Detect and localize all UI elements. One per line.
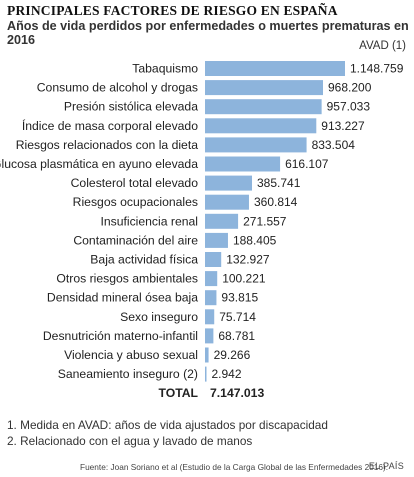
total-label: TOTAL	[159, 386, 199, 400]
source-text: Fuente: Joan Soriano et al (Estudio de l…	[80, 462, 389, 472]
chart-subtitle: Años de vida perdidos por enfermedades o…	[7, 19, 409, 47]
footnote-2: 2. Relacionado con el agua y lavado de m…	[7, 434, 253, 448]
category-label: Consumo de alcohol y drogas	[37, 81, 198, 95]
bar	[205, 137, 307, 153]
bar	[205, 80, 323, 96]
category-label: Índice de masa corporal elevado	[22, 118, 198, 133]
value-label: 913.227	[321, 119, 365, 133]
category-label: Densidad mineral ósea baja	[47, 291, 198, 305]
value-label: 68.781	[218, 329, 255, 343]
category-label: Glucosa plasmática en ayuno elevada	[0, 157, 198, 171]
value-label: 188.405	[233, 233, 277, 247]
category-label: Riesgos ocupacionales	[73, 195, 198, 209]
value-label: 2.942	[212, 367, 242, 381]
category-label: Sexo inseguro	[120, 310, 198, 324]
value-label: 75.714	[219, 310, 256, 324]
value-label: 29.266	[214, 348, 251, 362]
bar	[205, 99, 322, 115]
bar	[205, 213, 239, 229]
bar	[205, 61, 345, 76]
value-label: 616.107	[285, 157, 329, 171]
bar	[205, 290, 217, 306]
bar	[205, 271, 218, 287]
chart-title: PRINCIPALES FACTORES DE RIESGO EN ESPAÑA	[7, 3, 338, 18]
bar	[205, 194, 249, 210]
category-label: Saneamiento inseguro (2)	[58, 367, 198, 381]
bar	[205, 309, 215, 325]
unit-label: AVAD (1)	[359, 40, 406, 52]
category-label: Presión sistólica elevada	[64, 100, 198, 114]
bar	[205, 328, 214, 344]
value-label: 93.815	[221, 291, 258, 305]
value-label: 271.557	[243, 214, 287, 228]
category-label: Otros riesgos ambientales	[56, 272, 198, 286]
value-label: 957.033	[327, 100, 371, 114]
category-label: Insuficiencia renal	[100, 214, 198, 228]
category-label: Colesterol total elevado	[71, 176, 199, 190]
bar	[205, 366, 207, 382]
bar	[205, 118, 317, 134]
category-label: Desnutrición materno-infantil	[43, 329, 198, 343]
value-label: 968.200	[328, 81, 372, 95]
bar	[205, 347, 209, 363]
category-label: Contaminación del aire	[73, 233, 198, 247]
bar	[205, 175, 253, 191]
bar	[205, 232, 228, 248]
category-label: Tabaquismo	[132, 62, 198, 76]
value-label: 132.927	[226, 253, 270, 267]
value-label: 833.504	[312, 138, 356, 152]
footnotes: 1. Medida en AVAD: años de vida ajustado…	[7, 417, 328, 449]
value-label: 1.148.759	[350, 62, 404, 76]
bar	[205, 252, 222, 267]
value-label: 100.221	[222, 272, 266, 286]
value-label: 360.814	[254, 195, 298, 209]
total-value: 7.147.013	[210, 386, 264, 400]
value-label: 385.741	[257, 176, 301, 190]
brand-logo: EL PAÍS	[368, 461, 404, 471]
category-label: Violencia y abuso sexual	[64, 348, 198, 362]
category-label: Riesgos relacionados con la dieta	[16, 138, 198, 152]
category-label: Baja actividad física	[90, 253, 198, 267]
footnote-1: 1. Medida en AVAD: años de vida ajustado…	[7, 418, 328, 432]
bar	[205, 156, 281, 172]
bar-chart: Tabaquismo 1.148.759 Consumo de alcohol y …	[0, 61, 404, 400]
